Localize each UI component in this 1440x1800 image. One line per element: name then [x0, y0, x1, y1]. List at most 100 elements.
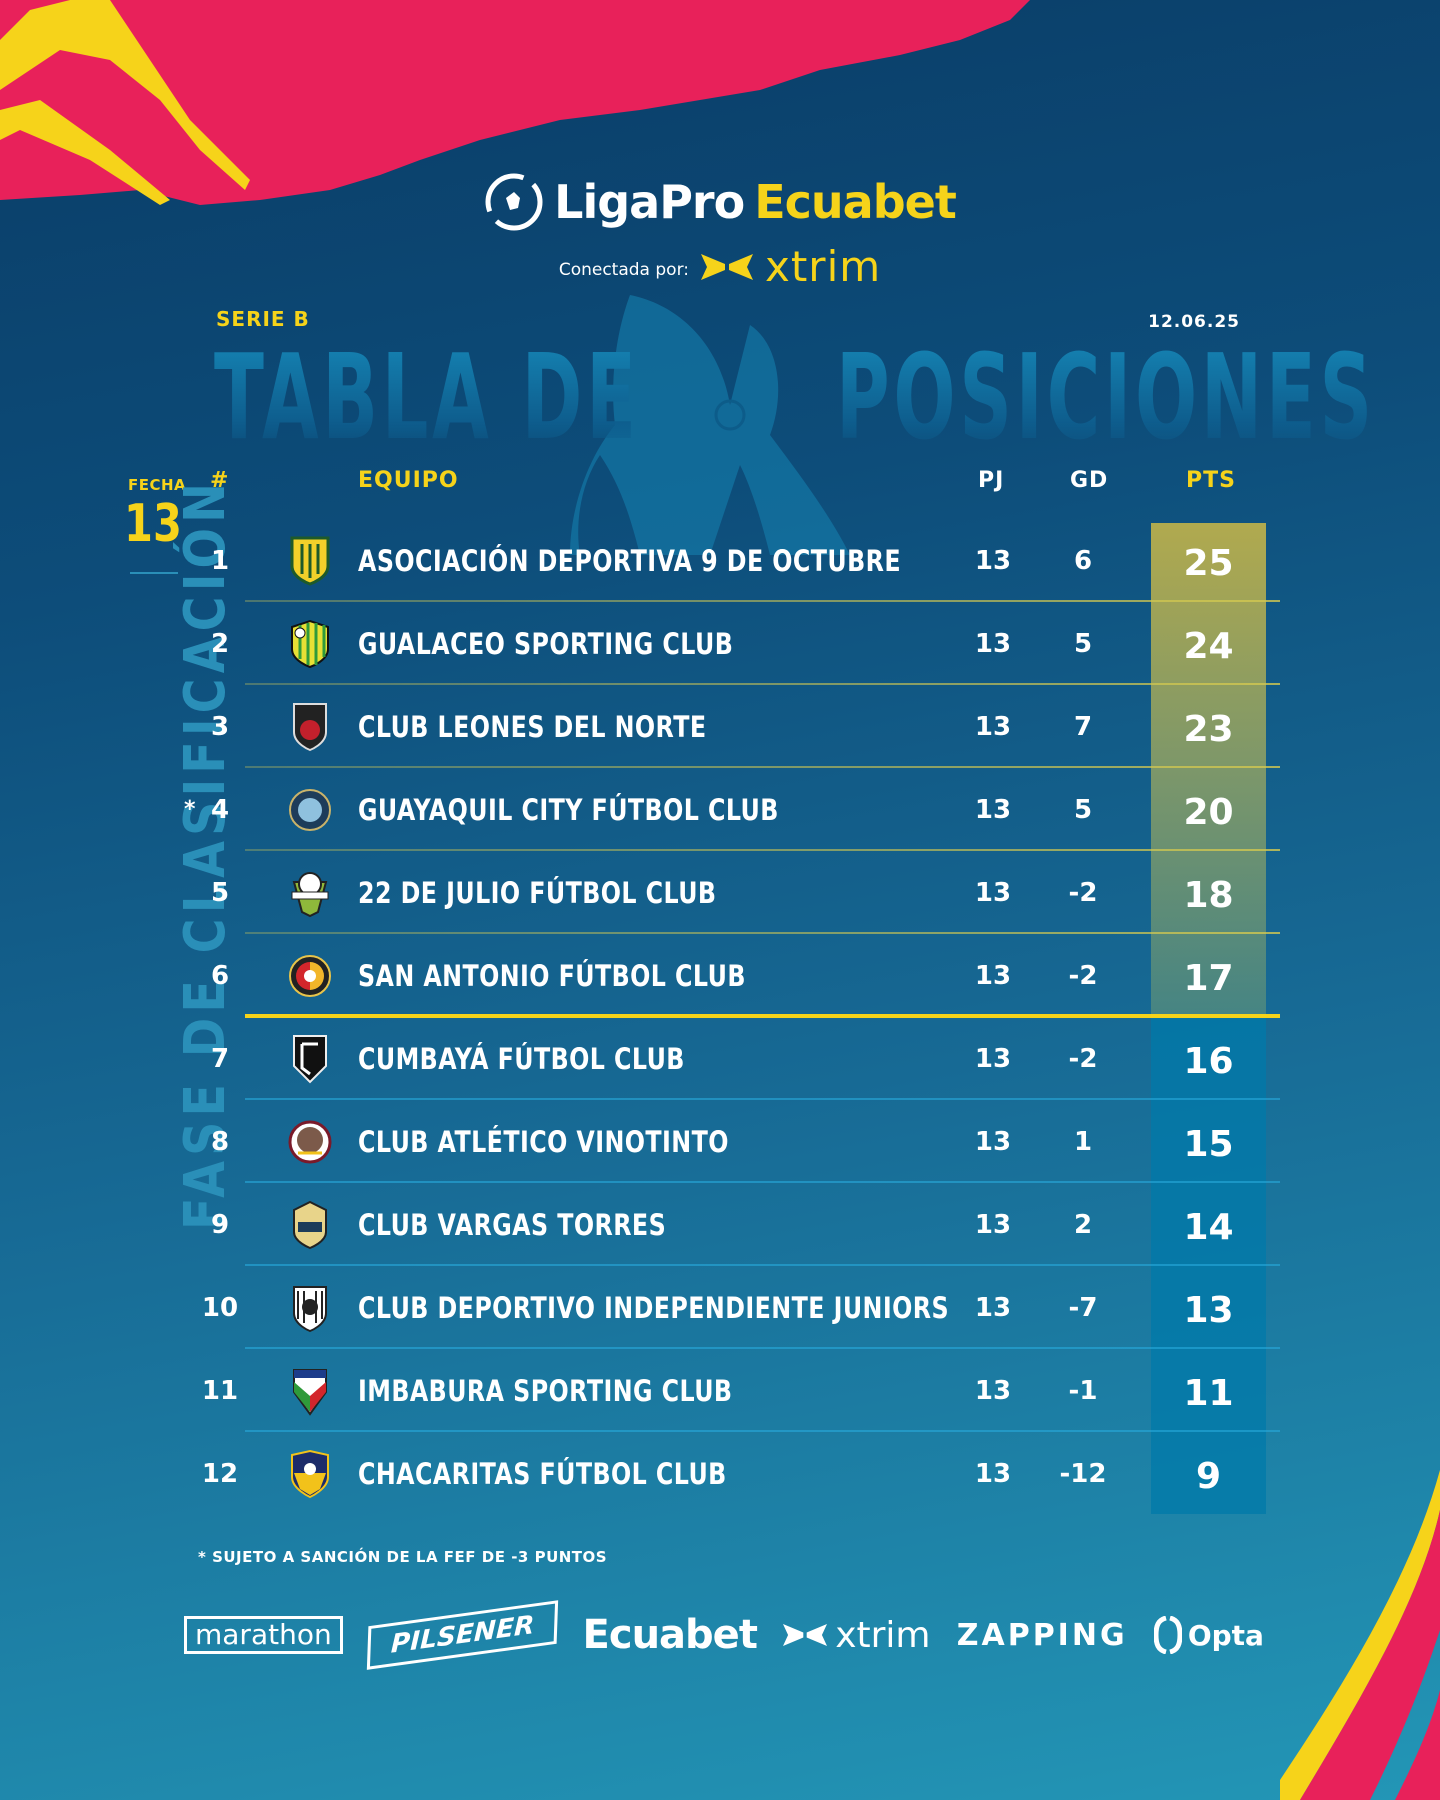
table-row: * 4 GUAYAQUIL CITY FÚTBOL CLUB 13 5 20 [0, 768, 1440, 851]
position: 12 [201, 1458, 239, 1489]
sponsor-bar: marathon PILSENER Ecuabet xtrim ZAPPING … [184, 1600, 1264, 1670]
position: 1 [210, 545, 230, 576]
points: 24 [1183, 626, 1234, 667]
brand-ecuabet: Ecuabet [754, 175, 957, 229]
team-crest-icon [286, 602, 334, 685]
team-name: CLUB VARGAS TORRES [358, 1207, 667, 1242]
connected-sponsor: xtrim [764, 242, 882, 291]
pts-highlight-qualified [1151, 523, 1266, 1018]
goal-diff: -12 [1059, 1458, 1107, 1489]
goal-diff: 5 [1073, 628, 1093, 659]
points: 9 [1195, 1456, 1222, 1497]
played: 13 [974, 794, 1012, 825]
table-row: 9 CLUB VARGAS TORRES 13 2 14 [0, 1183, 1440, 1266]
played: 13 [974, 877, 1012, 908]
col-header-team: EQUIPO [358, 468, 459, 493]
position: 3 [210, 711, 230, 742]
points: 18 [1183, 875, 1234, 916]
played: 13 [974, 1375, 1012, 1406]
team-crest-icon [286, 685, 334, 768]
played: 13 [974, 545, 1012, 576]
brand-ligapro: LigaPro [554, 175, 745, 229]
league-brand: LigaPro Ecuabet [0, 172, 1440, 236]
table-row: 5 22 DE JULIO FÚTBOL CLUB 13 -2 18 [0, 851, 1440, 934]
points: 15 [1183, 1124, 1234, 1165]
table-row: 8 CLUB ATLÉTICO VINOTINTO 13 1 15 [0, 1100, 1440, 1183]
row-divider [245, 849, 1280, 851]
position: 10 [201, 1292, 239, 1323]
connected-label: Conectada por: [558, 259, 689, 280]
qualification-cutoff-line [245, 1014, 1280, 1018]
title-watermark-right: POSICIONES [836, 328, 1376, 466]
team-name: GUAYAQUIL CITY FÚTBOL CLUB [358, 792, 779, 827]
goal-diff: -2 [1068, 877, 1098, 908]
row-divider [245, 766, 1280, 768]
position: 9 [210, 1209, 230, 1240]
team-name: CLUB ATLÉTICO VINOTINTO [358, 1124, 729, 1159]
paint-splash-decoration [0, 0, 1030, 205]
sponsor-pilsener-logo: PILSENER [366, 1600, 559, 1670]
team-name: IMBABURA SPORTING CLUB [358, 1373, 733, 1408]
team-crest-icon [286, 1266, 334, 1349]
table-row: 2 GUALACEO SPORTING CLUB 13 5 24 [0, 602, 1440, 685]
position: 2 [210, 628, 230, 659]
table-row: 3 CLUB LEONES DEL NORTE 13 7 23 [0, 685, 1440, 768]
row-divider [245, 1181, 1280, 1183]
row-divider [245, 1264, 1280, 1266]
team-crest-icon [286, 1183, 334, 1266]
goal-diff: -1 [1068, 1375, 1098, 1406]
row-divider [245, 1098, 1280, 1100]
sponsor-ecuabet-logo: Ecuabet [582, 1612, 758, 1658]
played: 13 [974, 1209, 1012, 1240]
position: 11 [201, 1375, 239, 1406]
goal-diff: -2 [1068, 960, 1098, 991]
table-row: 11 IMBABURA SPORTING CLUB 13 -1 11 [0, 1349, 1440, 1432]
goal-diff: 6 [1073, 545, 1093, 576]
team-name: GUALACEO SPORTING CLUB [358, 626, 734, 661]
fecha-divider [130, 572, 178, 574]
team-crest-icon [286, 1017, 334, 1100]
points: 16 [1183, 1041, 1234, 1082]
sponsor-opta-logo: Opta [1153, 1616, 1264, 1654]
team-crest-icon [286, 1349, 334, 1432]
table-row: 7 CUMBAYÁ FÚTBOL CLUB 13 -2 16 [0, 1017, 1440, 1100]
fecha-number: 13 [124, 494, 182, 554]
ligapro-logo-icon [485, 173, 543, 231]
points: 13 [1183, 1290, 1234, 1331]
row-divider [245, 683, 1280, 685]
position: 7 [210, 1043, 230, 1074]
fecha-label: FECHA [128, 476, 187, 494]
standings-table: 1 ASOCIACIÓN DEPORTIVA 9 DE OCTUBRE 13 6… [0, 519, 1440, 1515]
sponsor-marathon-logo: marathon [184, 1615, 343, 1655]
team-name: CLUB LEONES DEL NORTE [358, 709, 707, 744]
points: 23 [1183, 709, 1234, 750]
points: 14 [1183, 1207, 1234, 1248]
goal-diff: -7 [1068, 1292, 1098, 1323]
row-divider [245, 1430, 1280, 1432]
opta-mark-icon [1153, 1616, 1182, 1654]
goal-diff: -2 [1068, 1043, 1098, 1074]
team-crest-icon [286, 1432, 334, 1515]
team-name: CHACARITAS FÚTBOL CLUB [358, 1456, 727, 1491]
col-header-pos: # [210, 468, 230, 493]
points: 11 [1183, 1373, 1234, 1414]
col-header-pj: PJ [978, 468, 1005, 493]
col-header-gd: GD [1070, 468, 1109, 493]
position: 6 [210, 960, 230, 991]
team-name: CUMBAYÁ FÚTBOL CLUB [358, 1041, 685, 1076]
goal-diff: 1 [1073, 1126, 1093, 1157]
goal-diff: 2 [1073, 1209, 1093, 1240]
table-row: 6 SAN ANTONIO FÚTBOL CLUB 13 -2 17 [0, 934, 1440, 1018]
played: 13 [974, 628, 1012, 659]
team-crest-icon [286, 768, 334, 851]
col-header-pts: PTS [1186, 468, 1236, 493]
table-row: 10 CLUB DEPORTIVO INDEPENDIENTE JUNIORS … [0, 1266, 1440, 1349]
connected-by: Conectada por: xtrim [0, 242, 1440, 291]
team-crest-icon [286, 851, 334, 934]
sponsor-zapping-logo: ZAPPING [956, 1617, 1128, 1653]
trophy-watermark-icon [570, 295, 850, 555]
points: 20 [1183, 792, 1234, 833]
date-label: 12.06.25 [1148, 312, 1240, 332]
serie-label: SERIE B [216, 307, 310, 331]
team-name: SAN ANTONIO FÚTBOL CLUB [358, 958, 746, 993]
